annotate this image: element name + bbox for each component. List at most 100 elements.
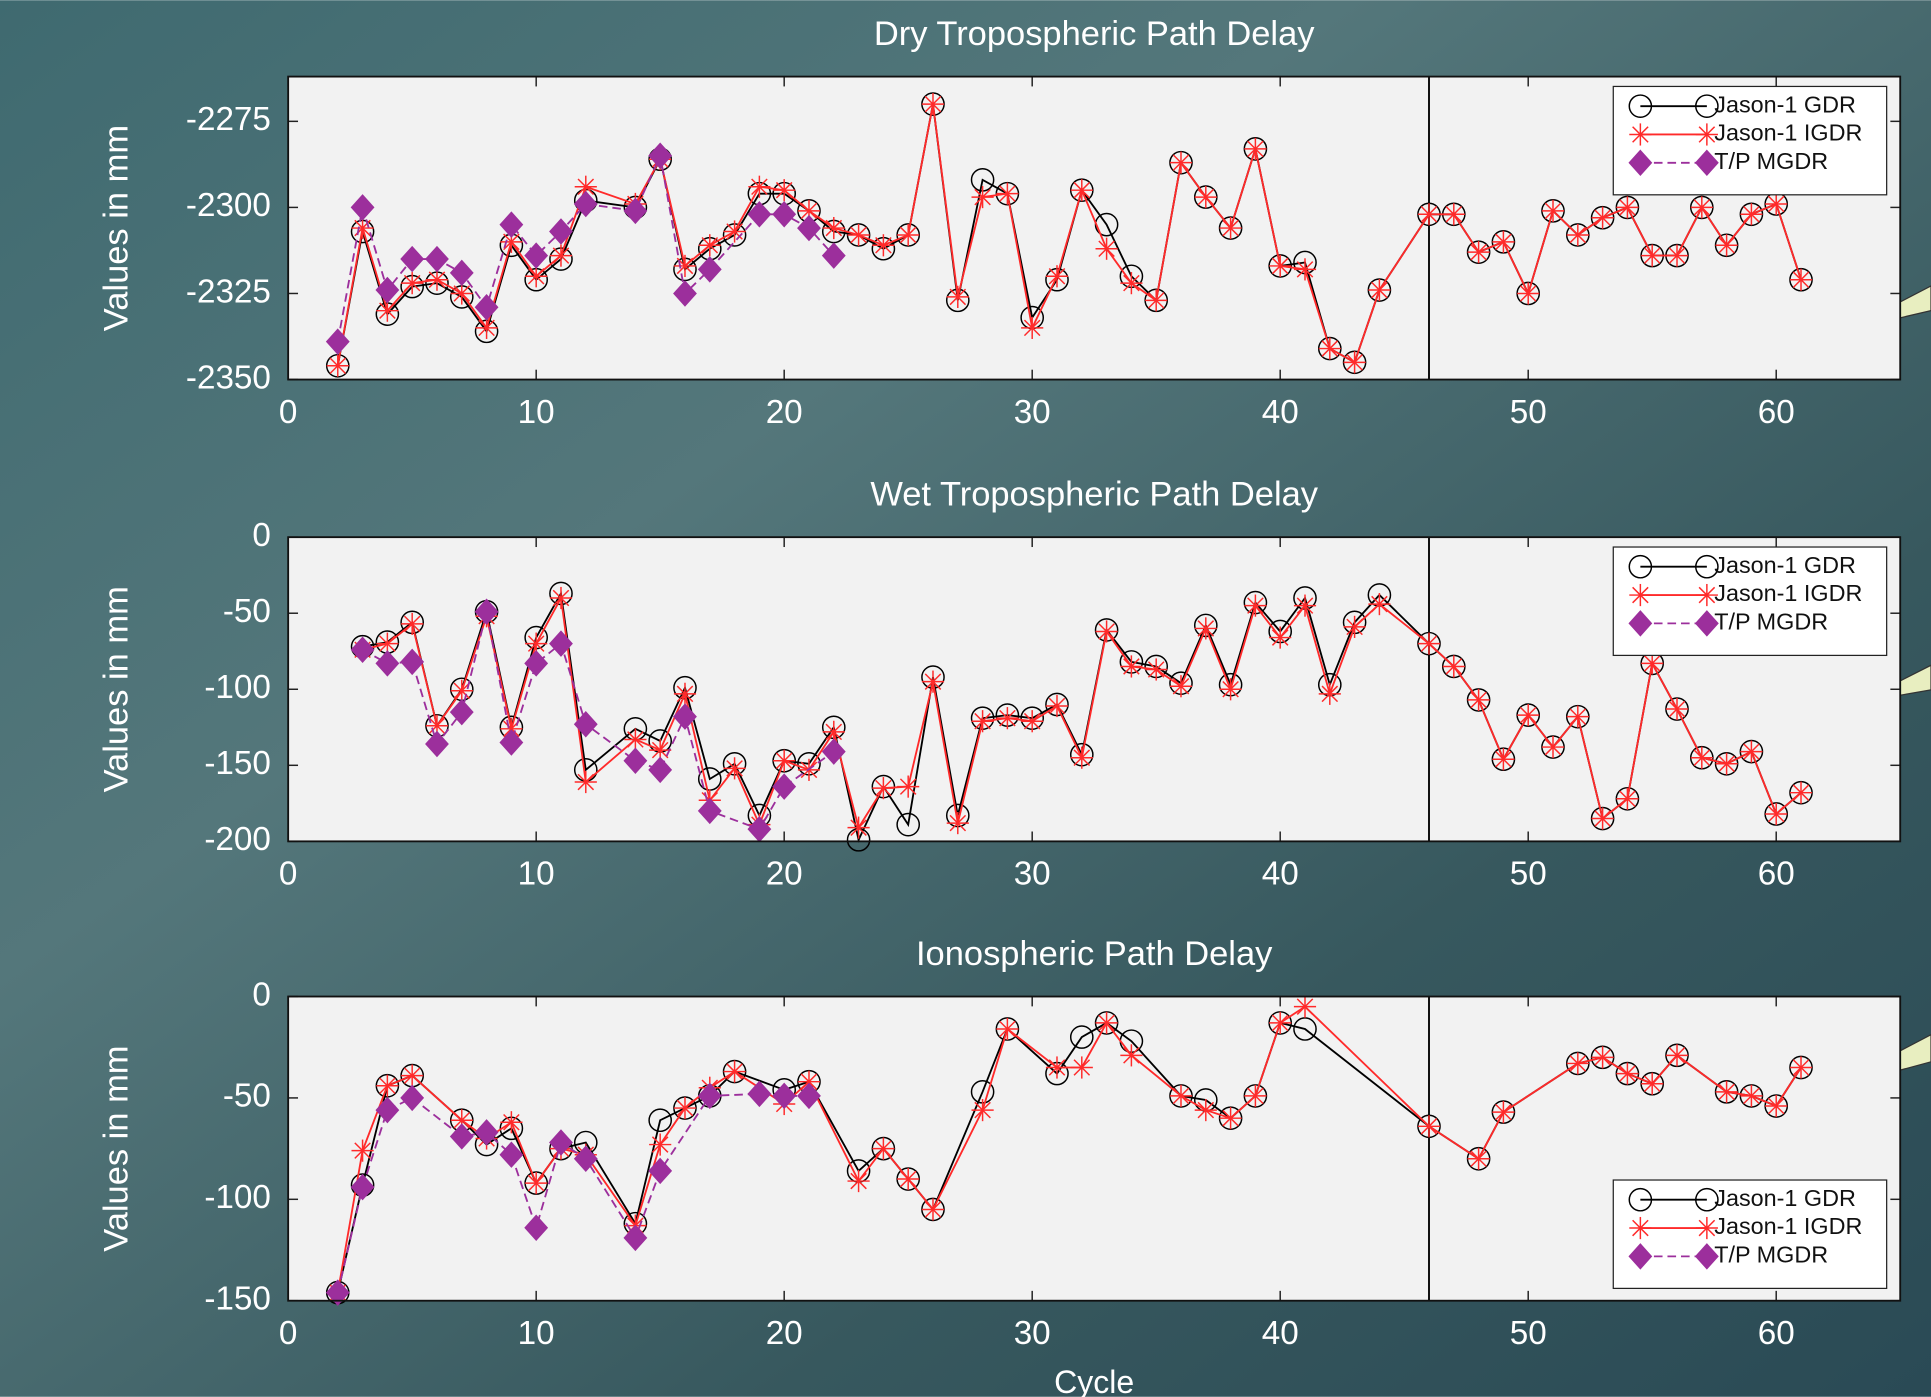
x-tick-label: 60 <box>1758 856 1795 893</box>
marker <box>1071 747 1093 769</box>
marker <box>848 817 870 839</box>
marker <box>723 220 745 242</box>
marker <box>1096 1012 1118 1034</box>
marker <box>1517 282 1539 304</box>
y-tick-label: -2275 <box>186 101 271 138</box>
marker <box>922 1198 944 1220</box>
y-tick-label: 0 <box>252 517 270 554</box>
marker <box>723 757 745 779</box>
y-tick-label: -150 <box>204 1280 271 1317</box>
x-tick-label: 0 <box>279 856 298 893</box>
marker <box>773 179 795 201</box>
marker <box>1716 753 1738 775</box>
marker <box>1344 351 1366 373</box>
x-tick-label: 30 <box>1014 394 1051 431</box>
y-tick-label: -2350 <box>186 359 271 396</box>
marker <box>1616 1063 1638 1085</box>
marker <box>872 1138 894 1160</box>
marker <box>947 812 969 834</box>
marker <box>848 224 870 246</box>
marker <box>1765 803 1787 825</box>
marker <box>1616 788 1638 810</box>
y-tick-label: -2325 <box>186 273 271 310</box>
y-axis-label: Values in mm <box>97 586 135 792</box>
legend-label: Jason-1 IGDR <box>1714 1213 1862 1239</box>
x-tick-label: 40 <box>1262 1315 1299 1352</box>
marker <box>401 613 423 635</box>
x-tick-label: 20 <box>766 1315 803 1352</box>
y-tick-label: -200 <box>204 821 271 858</box>
x-tick-label: 50 <box>1510 1315 1547 1352</box>
marker <box>1096 620 1118 642</box>
marker <box>401 272 423 294</box>
marker <box>1468 689 1490 711</box>
x-tick-label: 20 <box>766 856 803 893</box>
legend-label: Jason-1 GDR <box>1714 552 1856 578</box>
legend-label: T/P MGDR <box>1714 148 1828 174</box>
legend-label: Jason-1 GDR <box>1714 1185 1856 1211</box>
x-tick-label: 10 <box>518 856 555 893</box>
marker <box>1468 1148 1490 1170</box>
marker <box>922 671 944 693</box>
x-tick-label: 0 <box>279 1315 298 1352</box>
legend-label: Jason-1 IGDR <box>1714 580 1862 606</box>
x-tick-label: 50 <box>1510 394 1547 431</box>
marker <box>723 1060 745 1082</box>
marker <box>376 1075 398 1097</box>
marker <box>624 728 646 750</box>
y-tick-label: -150 <box>204 745 271 782</box>
y-tick-label: -50 <box>223 1078 271 1115</box>
marker <box>1170 1085 1192 1107</box>
marker <box>550 587 572 609</box>
marker <box>1492 1101 1514 1123</box>
x-tick-label: 60 <box>1758 394 1795 431</box>
legend-label: Jason-1 GDR <box>1714 91 1856 117</box>
marker <box>972 1099 994 1121</box>
marker <box>1319 337 1341 359</box>
marker <box>1691 747 1713 769</box>
chart-title: Dry Tropospheric Path Delay <box>874 15 1315 53</box>
y-tick-label: -50 <box>223 593 271 630</box>
chart: Dry Tropospheric Path Delay Values in mm 0… <box>0 0 1931 1397</box>
marker <box>1269 255 1291 277</box>
marker <box>773 750 795 772</box>
marker <box>872 777 894 799</box>
y-axis-label: Values in mm <box>97 125 135 331</box>
marker <box>748 176 770 198</box>
marker <box>1244 1085 1266 1107</box>
marker <box>1542 736 1564 758</box>
x-tick-label: 40 <box>1262 394 1299 431</box>
marker <box>996 707 1018 729</box>
marker <box>1492 748 1514 770</box>
marker <box>1021 710 1043 732</box>
marker <box>1071 1056 1093 1078</box>
marker <box>550 245 572 267</box>
x-tick-label: 10 <box>518 394 555 431</box>
marker <box>1517 704 1539 726</box>
marker <box>897 224 919 246</box>
marker <box>1319 683 1341 705</box>
x-tick-label: 50 <box>1510 856 1547 893</box>
y-axis-label: Values in mm <box>97 1045 135 1251</box>
legend-marker <box>1629 1217 1651 1239</box>
marker <box>972 186 994 208</box>
marker <box>401 1065 423 1087</box>
marker <box>1170 675 1192 697</box>
x-tick-label: 10 <box>518 1315 555 1352</box>
marker <box>1244 595 1266 617</box>
marker <box>947 286 969 308</box>
legend-label: T/P MGDR <box>1714 609 1828 635</box>
marker <box>1716 234 1738 256</box>
marker <box>351 1140 373 1162</box>
legend-label: Jason-1 IGDR <box>1714 120 1862 146</box>
marker <box>972 710 994 732</box>
marker <box>1145 658 1167 680</box>
marker <box>1740 1085 1762 1107</box>
marker <box>1740 741 1762 763</box>
marker <box>1716 1081 1738 1103</box>
marker <box>674 683 696 705</box>
marker <box>823 217 845 239</box>
marker <box>996 183 1018 205</box>
x-tick-label: 0 <box>279 394 298 431</box>
marker <box>525 1172 547 1194</box>
